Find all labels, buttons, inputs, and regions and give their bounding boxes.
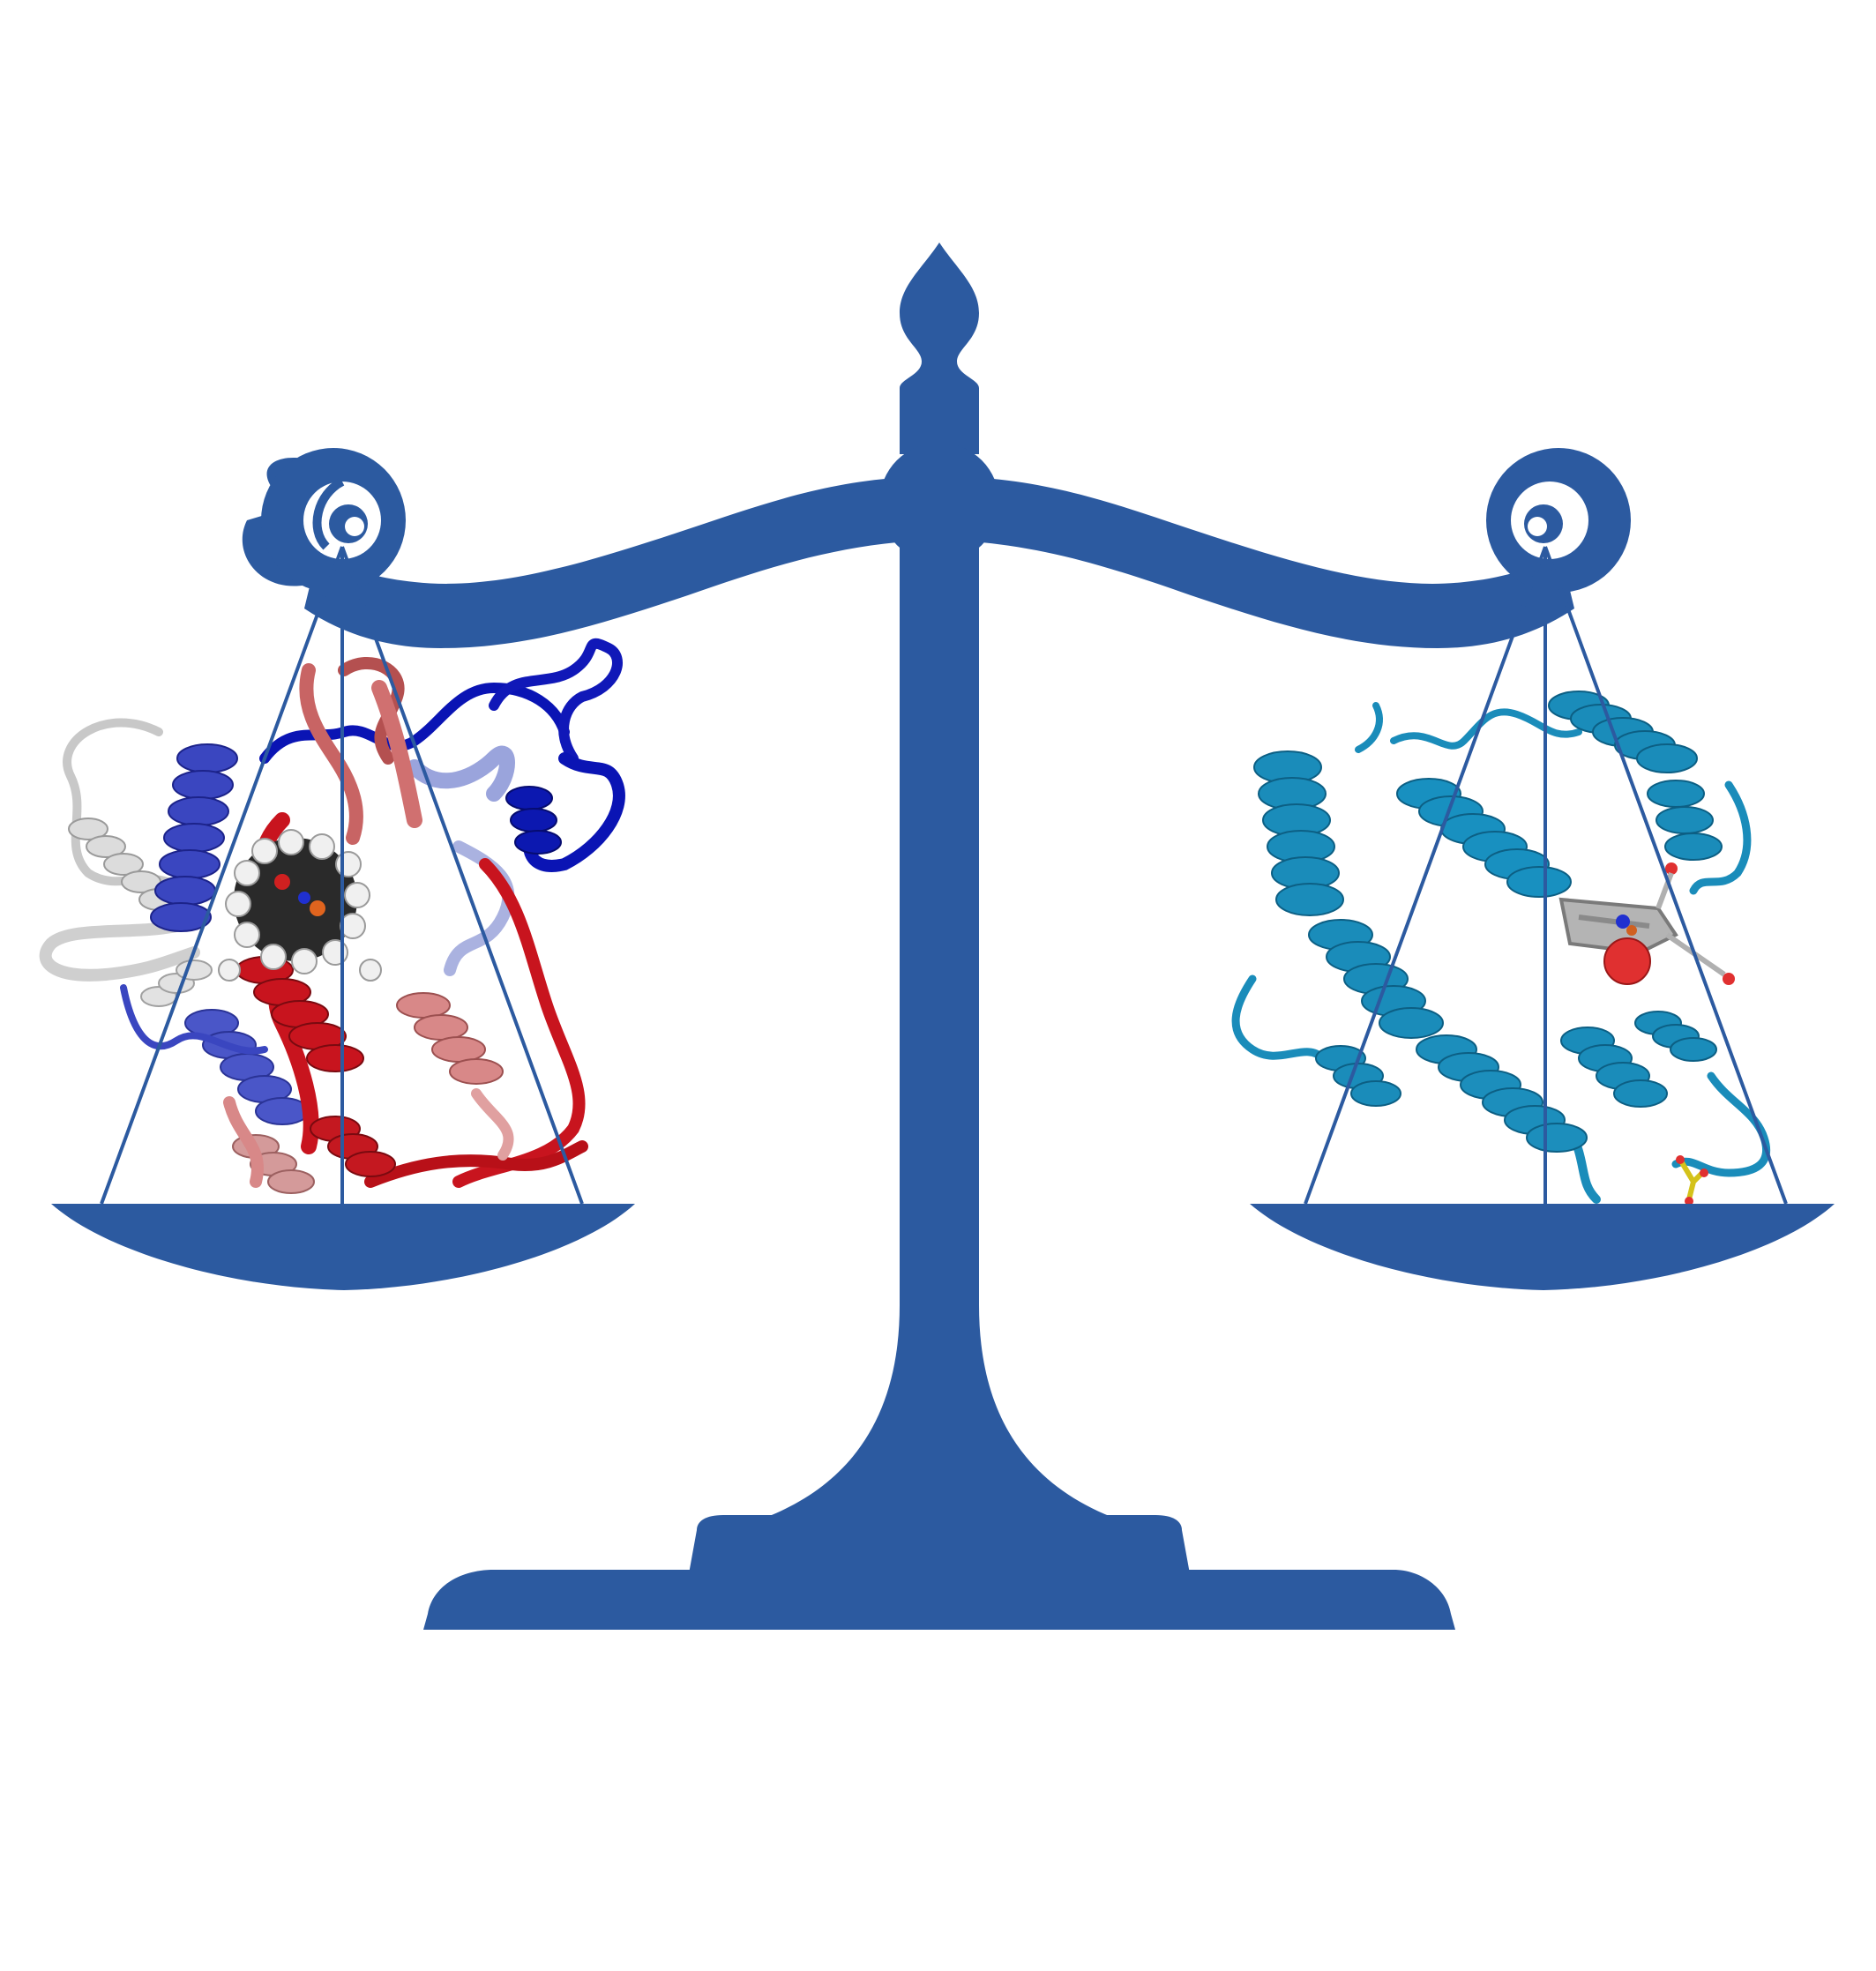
right-protein-helix bbox=[1647, 780, 1723, 861]
right-protein-structure bbox=[1231, 691, 1771, 1206]
right-protein-helix bbox=[1548, 691, 1698, 773]
left-protein-grey-helix bbox=[140, 959, 213, 1007]
left-protein-cofactor bbox=[218, 829, 382, 982]
right-protein-sulfate bbox=[1676, 1155, 1708, 1206]
left-protein-grey-loop bbox=[39, 920, 200, 982]
left-pan-string bbox=[100, 546, 344, 1205]
right-protein-loop bbox=[1231, 974, 1327, 1063]
left-protein-structure bbox=[39, 638, 625, 1194]
left-protein-grey-helix bbox=[68, 818, 179, 911]
scale-left-scroll bbox=[242, 448, 406, 593]
scale-right-scroll bbox=[1486, 448, 1631, 593]
right-protein-loop bbox=[1689, 780, 1752, 895]
scale-finial bbox=[900, 243, 979, 388]
left-protein-red-strand bbox=[364, 1140, 588, 1188]
right-protein-helix bbox=[1315, 1045, 1401, 1107]
left-pan-string bbox=[340, 546, 584, 1205]
right-protein-helix bbox=[1253, 750, 1344, 916]
right-protein-helix bbox=[1560, 1027, 1668, 1108]
right-protein-helix bbox=[1634, 1011, 1717, 1062]
left-protein-blue-helix bbox=[150, 743, 238, 932]
left-protein-dark-blue-helix bbox=[505, 786, 562, 855]
left-protein-red-helix bbox=[235, 956, 364, 1072]
right-protein-ligand bbox=[1603, 937, 1651, 985]
left-protein-salmon-loop bbox=[223, 1096, 264, 1188]
left-protein-salmon-helix bbox=[396, 992, 504, 1085]
scale-base-upper bbox=[688, 1515, 1191, 1579]
balance-scale bbox=[51, 243, 1835, 1630]
right-protein-loop bbox=[1671, 1071, 1771, 1177]
scale-base bbox=[423, 1570, 1455, 1630]
right-protein-loop bbox=[1355, 702, 1383, 753]
right-protein-helix bbox=[1396, 778, 1572, 898]
right-protein-helix bbox=[1416, 1034, 1588, 1153]
left-protein-blue-loop bbox=[120, 984, 268, 1055]
left-protein-salmon-loop bbox=[471, 1088, 514, 1161]
left-protein-dark-blue-loop bbox=[489, 638, 623, 764]
right-pan-string bbox=[1304, 546, 1547, 1205]
scale-beam bbox=[304, 476, 1574, 648]
left-protein-pink-sheet bbox=[371, 680, 422, 828]
right-protein-helix bbox=[1308, 919, 1444, 1039]
right-pan-string bbox=[1543, 546, 1788, 1205]
scale-strings bbox=[100, 546, 1788, 1205]
left-protein-dark-blue-loop bbox=[523, 752, 625, 872]
left-protein-light-blue-loop bbox=[407, 745, 515, 802]
scale-right-pan bbox=[1250, 1204, 1835, 1290]
scale-stem bbox=[697, 529, 1182, 1570]
left-protein-pink-sheet bbox=[299, 663, 363, 845]
scale-left-pan bbox=[51, 1204, 635, 1290]
